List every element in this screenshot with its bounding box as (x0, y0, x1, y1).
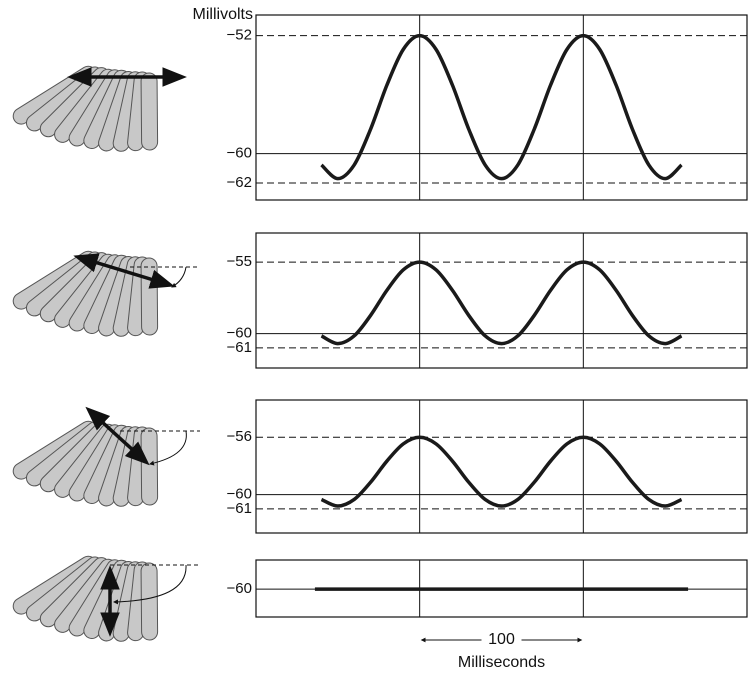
scale-bar-label: 100 (488, 631, 515, 648)
y-tick-label: −60 (227, 145, 252, 162)
y-axis-label: Millivolts (193, 6, 253, 23)
hair-bundle (9, 417, 159, 509)
y-tick-label: −60 (227, 325, 252, 342)
stimulus-arrow (73, 253, 175, 289)
stimulus-arrow (85, 406, 150, 466)
angle-arrow (171, 266, 187, 288)
y-tick-label: −52 (227, 27, 252, 44)
y-tick-label: −60 (227, 580, 252, 597)
angle-arrow (149, 430, 187, 466)
hair-bundle (9, 247, 159, 339)
y-tick-label: −61 (227, 339, 252, 356)
hair-bundles (9, 62, 200, 644)
plot-frame (255, 399, 748, 534)
membrane-potential-line (320, 435, 683, 508)
hair-bundle (9, 552, 159, 644)
x-axis-label: Milliseconds (458, 654, 545, 671)
plot-frame (255, 232, 748, 369)
angle-arrow (113, 564, 187, 605)
y-tick-label: −61 (227, 500, 252, 517)
y-tick-label: −60 (227, 486, 252, 503)
membrane-potential-line (320, 260, 683, 346)
y-tick-label: −62 (227, 174, 252, 191)
membrane-potential-line (320, 33, 683, 181)
plot-frame (255, 14, 748, 201)
plot-frame (255, 559, 748, 618)
y-tick-label: −55 (227, 253, 252, 270)
y-tick-label: −56 (227, 428, 252, 445)
